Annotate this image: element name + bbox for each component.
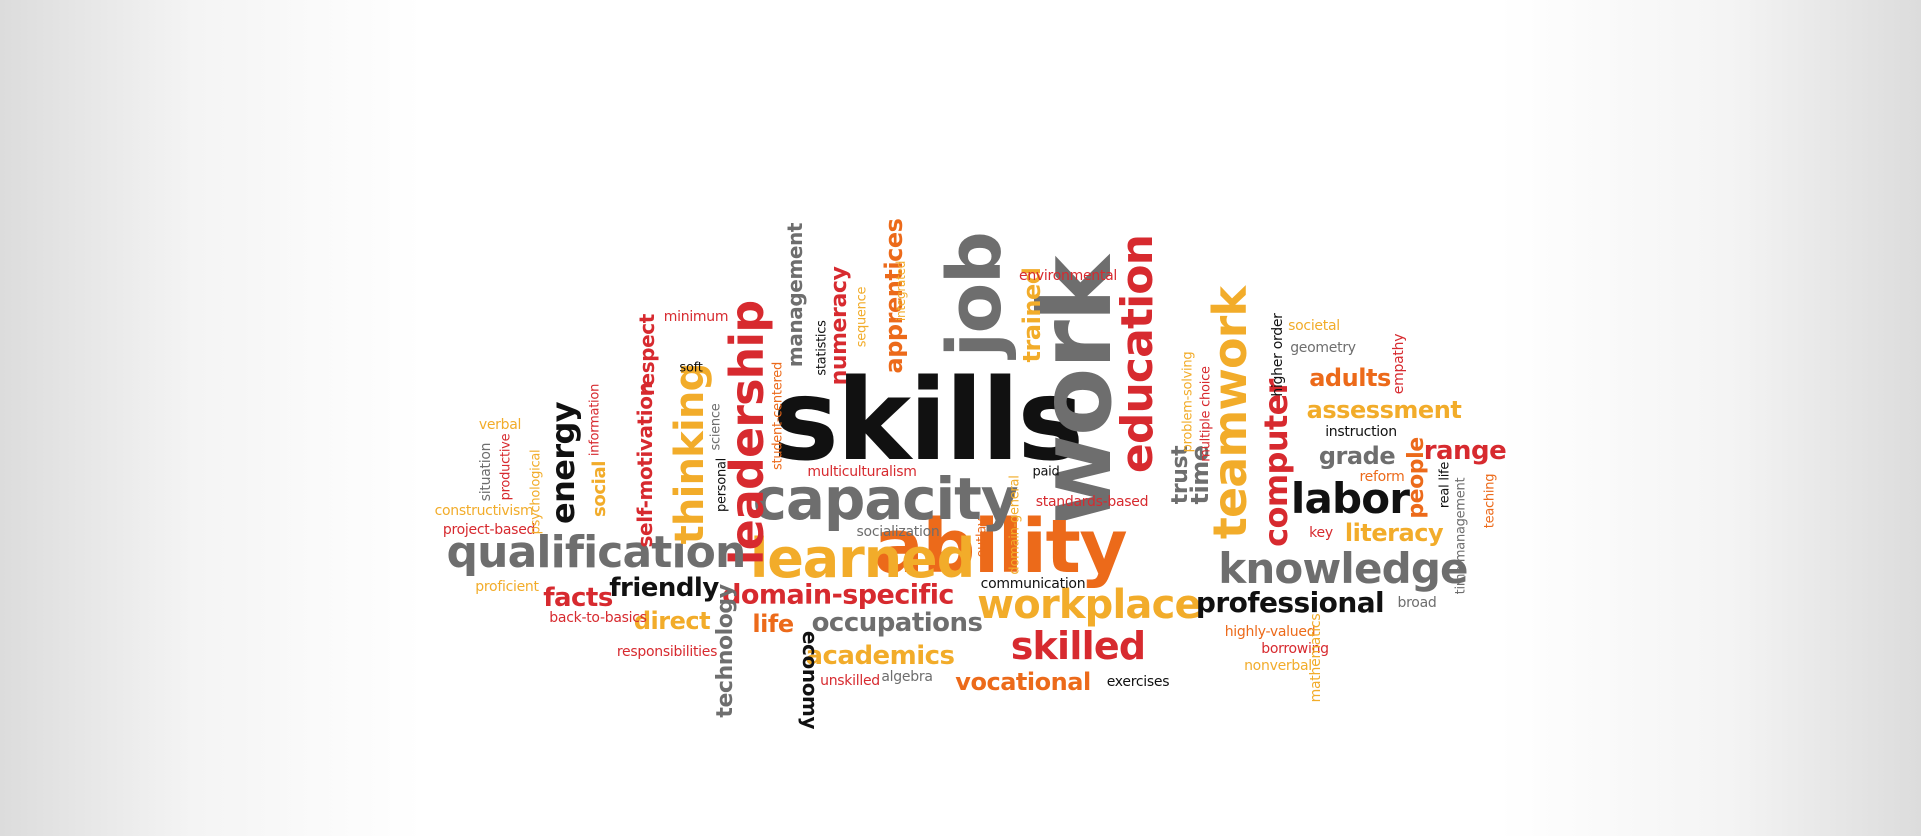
word-learned: learned: [749, 527, 975, 590]
word-workplace: workplace: [977, 582, 1202, 628]
word-productive: productive: [498, 433, 514, 501]
word-skilled: skilled: [1010, 624, 1146, 668]
word-outlay: outlay: [974, 518, 990, 558]
word-knowledge: knowledge: [1218, 544, 1468, 593]
word-management: management: [783, 222, 807, 368]
word-adults: adults: [1309, 364, 1391, 392]
word-information: information: [587, 383, 603, 457]
word-respect: respect: [635, 314, 659, 396]
word-time-management: time management: [1453, 477, 1469, 595]
word-proficient: proficient: [475, 579, 539, 595]
word-empathy: empathy: [1391, 333, 1407, 395]
word-assessment: assessment: [1306, 396, 1462, 424]
word-academics: academics: [805, 641, 955, 671]
word-exercises: exercises: [1106, 674, 1170, 690]
word-integrated: integrated: [894, 260, 908, 322]
word-minimum: minimum: [663, 309, 729, 325]
word-science: science: [708, 403, 724, 451]
word-societal: societal: [1288, 318, 1340, 334]
word-higher-order: higher order: [1270, 313, 1286, 397]
word-communication: communication: [980, 576, 1086, 592]
word-geometry: geometry: [1290, 340, 1356, 356]
word-multiple-choice: multiple choice: [1198, 366, 1214, 462]
word-statistics: statistics: [814, 320, 830, 376]
word-teaching: teaching: [1482, 473, 1498, 529]
word-technology: technology: [713, 584, 738, 718]
word-economy: economy: [798, 630, 822, 730]
word-key: key: [1309, 525, 1333, 541]
word-qualification: qualification: [446, 527, 747, 578]
word-mathematics: mathematics: [1308, 613, 1324, 703]
word-capacity: capacity: [752, 465, 1019, 533]
word-grade: grade: [1318, 442, 1396, 470]
word-responsibilities: responsibilities: [616, 644, 718, 660]
word-problem-solving: problem-solving: [1180, 351, 1196, 453]
word-thinking: thinking: [667, 363, 713, 545]
word-paid: paid: [1032, 464, 1060, 480]
word-facts: facts: [543, 583, 613, 613]
word-nonverbal: nonverbal: [1244, 658, 1312, 674]
word-broad: broad: [1397, 595, 1437, 611]
word-range: range: [1423, 436, 1507, 466]
word-highly-valued: highly-valued: [1224, 624, 1316, 640]
word-student-centered: student-centered: [770, 361, 786, 471]
word-professional: professional: [1195, 586, 1385, 619]
word-energy: energy: [544, 402, 582, 524]
word-constructivism: constructivism: [434, 503, 534, 519]
word-situation: situation: [478, 442, 494, 502]
word-leadership: leadership: [720, 300, 774, 566]
word-self-motivation: self-motivation: [633, 382, 657, 548]
word-psychological: psychological: [528, 449, 544, 535]
word-skills: skills: [772, 356, 1084, 486]
word-sequence: sequence: [854, 286, 870, 348]
word-real-life: real life: [1437, 461, 1453, 509]
word-standards-based: standards-based: [1035, 494, 1149, 510]
word-multiculturalism: multiculturalism: [807, 464, 917, 480]
word-trust: trust: [1168, 445, 1193, 505]
word-life: life: [752, 610, 794, 638]
word-computer: computer: [1257, 379, 1295, 547]
word-unskilled: unskilled: [820, 673, 880, 689]
word-back-to-basics: back-to-basics: [549, 610, 647, 626]
word-people: people: [1404, 437, 1429, 519]
word-vocational: vocational: [955, 668, 1091, 696]
word-social: social: [589, 460, 610, 518]
word-labor: labor: [1290, 474, 1410, 523]
word-personal: personal: [714, 457, 730, 513]
word-domain-specific: domain-specific: [722, 579, 954, 611]
word-soft: soft: [679, 360, 703, 376]
word-borrowing: borrowing: [1261, 641, 1329, 657]
word-job: job: [932, 232, 1018, 358]
word-ability: ability: [873, 504, 1128, 590]
word-friendly: friendly: [609, 573, 719, 603]
word-algebra: algebra: [881, 669, 933, 685]
word-numeracy: numeracy: [827, 266, 852, 386]
word-socialization: socialization: [856, 524, 940, 540]
word-instruction: instruction: [1325, 424, 1397, 440]
word-environmental: environmental: [1019, 268, 1117, 284]
word-occupations: occupations: [811, 608, 983, 638]
word-direct: direct: [633, 607, 711, 635]
word-project-based: project-based: [442, 522, 536, 538]
word-verbal: verbal: [478, 417, 522, 433]
word-reform: reform: [1359, 469, 1405, 485]
word-literacy: literacy: [1344, 519, 1444, 547]
word-domain-general: domain-general: [1007, 475, 1023, 575]
word-education: education: [1112, 234, 1163, 474]
